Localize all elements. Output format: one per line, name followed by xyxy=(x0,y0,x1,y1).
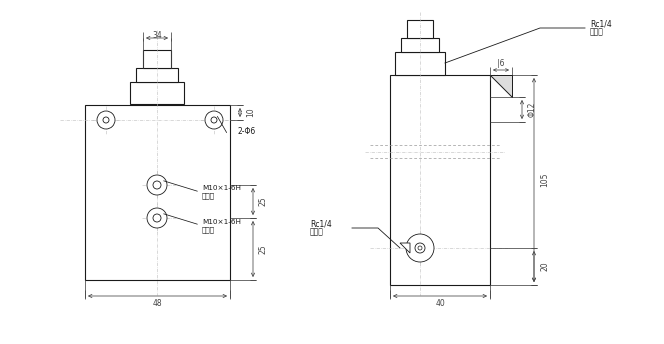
Text: 2-Φ6: 2-Φ6 xyxy=(238,128,256,137)
Bar xyxy=(401,38,439,52)
Text: 10: 10 xyxy=(246,108,255,117)
Text: 40: 40 xyxy=(435,300,445,309)
Text: 105: 105 xyxy=(540,173,549,187)
Text: Rc1/4: Rc1/4 xyxy=(590,20,612,29)
Text: 20: 20 xyxy=(540,262,549,271)
Circle shape xyxy=(153,214,161,222)
Text: 48: 48 xyxy=(153,300,162,309)
Text: 25: 25 xyxy=(259,197,268,206)
Circle shape xyxy=(205,111,223,129)
Text: 出气口: 出气口 xyxy=(202,193,215,199)
Text: 出油口: 出油口 xyxy=(202,227,215,233)
Circle shape xyxy=(418,246,422,250)
Text: 25: 25 xyxy=(259,244,268,254)
Text: Φ12: Φ12 xyxy=(528,102,537,117)
Circle shape xyxy=(153,181,161,189)
Text: 34: 34 xyxy=(152,31,162,40)
Bar xyxy=(407,20,433,38)
Bar xyxy=(130,82,184,104)
Circle shape xyxy=(211,117,217,123)
Bar xyxy=(395,52,445,75)
Polygon shape xyxy=(490,75,512,97)
Text: M10×1-6H: M10×1-6H xyxy=(202,185,241,191)
Circle shape xyxy=(406,234,434,262)
Circle shape xyxy=(97,111,115,129)
Bar xyxy=(136,68,178,82)
Text: Rc1/4: Rc1/4 xyxy=(310,219,332,228)
Bar xyxy=(85,105,230,280)
Circle shape xyxy=(147,208,167,228)
Text: 进油口: 进油口 xyxy=(310,227,324,237)
Text: M10×1-6H: M10×1-6H xyxy=(202,219,241,225)
Bar xyxy=(143,50,171,68)
Circle shape xyxy=(103,117,109,123)
Circle shape xyxy=(147,175,167,195)
Circle shape xyxy=(415,243,425,253)
Polygon shape xyxy=(400,243,410,253)
Bar xyxy=(390,75,490,285)
Text: |6: |6 xyxy=(497,58,505,67)
Text: 进气口: 进气口 xyxy=(590,28,604,36)
